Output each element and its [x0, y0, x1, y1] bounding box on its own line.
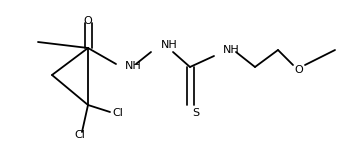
Text: NH: NH — [125, 61, 142, 71]
Text: NH: NH — [161, 40, 178, 50]
Text: Cl: Cl — [112, 108, 123, 118]
Text: NH: NH — [223, 45, 240, 55]
Text: O: O — [84, 16, 92, 26]
Text: O: O — [295, 65, 303, 75]
Text: Cl: Cl — [74, 130, 85, 140]
Text: S: S — [192, 108, 199, 118]
